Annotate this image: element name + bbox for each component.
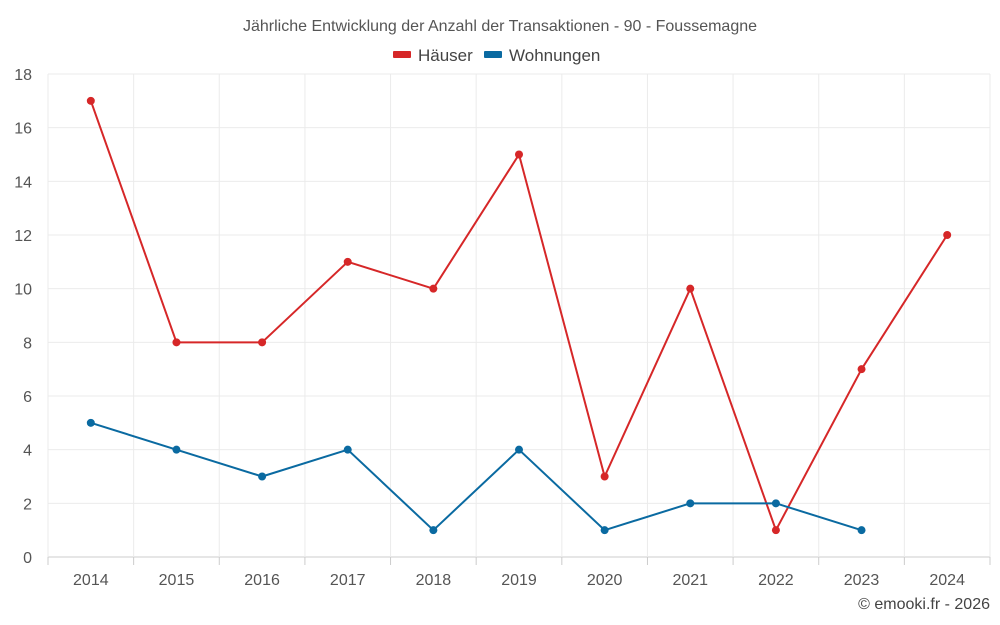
data-point[interactable] <box>600 526 609 535</box>
x-tick-label: 2014 <box>73 572 109 589</box>
y-tick-label: 18 <box>14 67 32 84</box>
data-point[interactable] <box>343 257 352 266</box>
y-tick-label: 10 <box>14 282 32 299</box>
x-tick-label: 2019 <box>501 572 537 589</box>
x-tick-label: 2024 <box>929 572 965 589</box>
y-tick-label: 16 <box>14 121 32 138</box>
y-tick-label: 8 <box>23 335 32 352</box>
data-point[interactable] <box>429 284 438 293</box>
legend-item-haeuser[interactable]: Häuser <box>393 46 473 65</box>
data-point[interactable] <box>343 445 352 454</box>
y-tick-label: 6 <box>23 389 32 406</box>
data-point[interactable] <box>771 526 780 535</box>
legend-swatch-wohnungen <box>484 51 502 58</box>
data-point[interactable] <box>771 499 780 508</box>
x-tick-label: 2015 <box>159 572 195 589</box>
x-tick-label: 2016 <box>244 572 280 589</box>
data-point[interactable] <box>515 445 523 454</box>
y-tick-label: 2 <box>23 496 32 513</box>
data-point[interactable] <box>258 472 267 481</box>
x-tick-label: 2021 <box>672 572 708 589</box>
data-point[interactable] <box>686 284 695 293</box>
data-point[interactable] <box>943 231 952 239</box>
x-tick-label: 2018 <box>416 572 452 589</box>
legend-label-wohnungen: Wohnungen <box>509 46 600 65</box>
series-line-1 <box>90 421 862 532</box>
x-tick-label: 2022 <box>758 572 794 589</box>
data-point[interactable] <box>172 445 181 454</box>
credit-text: © emooki.fr - 2026 <box>858 596 990 613</box>
legend-item-wohnungen[interactable]: Wohnungen <box>484 46 600 65</box>
data-point[interactable] <box>857 526 866 535</box>
x-tick-label: 2020 <box>587 572 623 589</box>
x-tick-label: 2017 <box>330 572 366 589</box>
data-point[interactable] <box>258 338 267 347</box>
data-point[interactable] <box>686 499 695 508</box>
y-tick-label: 4 <box>23 443 32 460</box>
y-tick-label: 14 <box>14 174 32 191</box>
data-point[interactable] <box>515 150 523 159</box>
y-tick-label: 12 <box>14 228 32 245</box>
series-layer <box>86 96 952 535</box>
legend-label-haeuser: Häuser <box>418 46 473 65</box>
data-point[interactable] <box>429 526 438 535</box>
data-point[interactable] <box>857 365 866 374</box>
data-point[interactable] <box>600 472 609 481</box>
legend: Häuser Wohnungen <box>393 46 600 65</box>
legend-swatch-haeuser <box>393 51 411 58</box>
y-tick-label: 0 <box>23 550 32 567</box>
data-point[interactable] <box>86 418 95 427</box>
gridlines <box>47 73 991 565</box>
chart-title: Jährliche Entwicklung der Anzahl der Tra… <box>243 18 757 35</box>
x-tick-label: 2023 <box>844 572 880 589</box>
x-axis: 2014 2015 2016 2017 2018 2019 2020 2021 2022 2023… <box>73 572 965 589</box>
y-axis: 0 2 4 6 8 10 12 14 16 18 <box>14 67 32 567</box>
data-point[interactable] <box>172 338 181 347</box>
data-point[interactable] <box>86 96 95 105</box>
